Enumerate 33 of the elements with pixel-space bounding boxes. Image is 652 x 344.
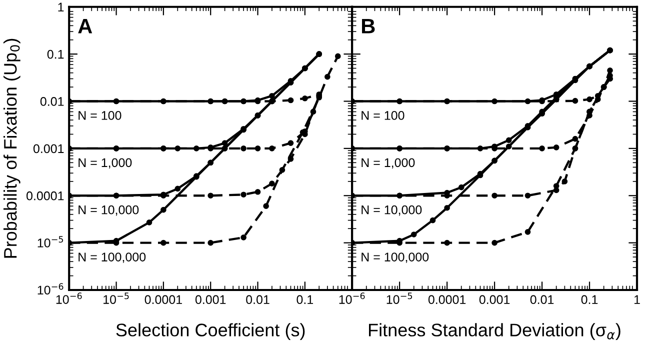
- x-tick-label: 0.0001: [144, 295, 182, 304]
- y-tick-label: 0.01: [40, 97, 64, 106]
- x-tick-label: 0.1: [581, 295, 598, 304]
- y-tick-label: 0.001: [33, 144, 64, 154]
- y-axis-title: Probability of Fixation (Up$_{0}$): [3, 38, 20, 258]
- x-tick-label: 0.001: [479, 295, 510, 304]
- x-axis-title: Selection Coefficient (s): [116, 323, 305, 340]
- x-tick-label: 0.1: [296, 295, 313, 304]
- annotation: N = 100,000: [362, 252, 429, 263]
- annotation: N = 1,000: [362, 158, 415, 169]
- x-tick-label: 10$^{−6}$: [56, 292, 82, 304]
- annotation: A: [78, 18, 92, 34]
- x-axis-title: Fitness Standard Deviation (σ$_{α}$): [369, 323, 620, 340]
- annotation: N = 10,000: [362, 205, 422, 216]
- x-tick-label: 10$^{−6}$: [339, 292, 365, 304]
- x-tick-label: 10$^{−5}$: [104, 292, 129, 304]
- x-tick-label: 1: [634, 295, 640, 304]
- x-tick-label: 0.01: [530, 295, 554, 304]
- annotation: N = 100: [78, 111, 122, 120]
- y-tick-label: 10$^{−5}$: [38, 236, 64, 248]
- y-tick-label: 0.0001: [26, 191, 64, 200]
- annotation: B: [362, 18, 375, 34]
- x-tick-label: 0.01: [246, 295, 270, 304]
- y-tick-label: 0.1: [47, 50, 64, 59]
- annotation: N = 100,000: [78, 252, 146, 263]
- annotation: N = 100: [362, 111, 404, 120]
- x-tick-label: 0.0001: [428, 295, 466, 304]
- annotation: N = 1,000: [78, 158, 132, 169]
- x-tick-label: 10$^{−5}$: [386, 292, 412, 304]
- y-tick-label: 1: [58, 2, 64, 12]
- annotation: N = 10,000: [78, 205, 139, 216]
- x-tick-label: 0.001: [195, 295, 226, 304]
- y-tick-label: 10$^{−6}$: [38, 283, 64, 295]
